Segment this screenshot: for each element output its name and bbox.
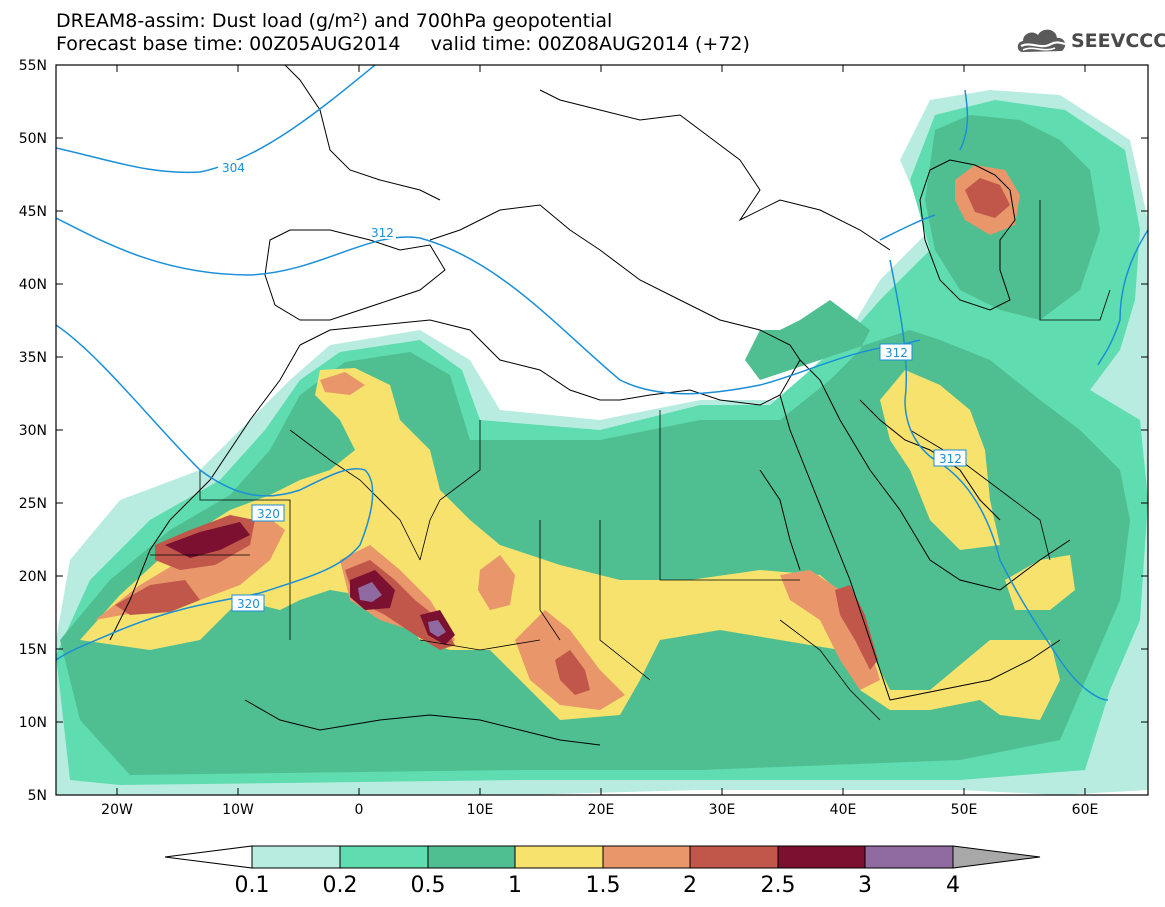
contour-label-312b: 312 xyxy=(885,346,908,360)
dust-level-2-redsea xyxy=(835,585,878,670)
colorbar-label: 1 xyxy=(508,873,522,898)
colorbar-label: 2.5 xyxy=(761,873,796,898)
logo-text: SEEVCCC xyxy=(1071,30,1165,52)
contour-label-312c: 312 xyxy=(939,452,962,466)
colorbar-cell xyxy=(864,845,954,869)
lat-tick-label: 30N xyxy=(19,423,47,439)
colorbar-label: 1.5 xyxy=(586,873,621,898)
dust-level-2-west xyxy=(115,580,200,615)
contour-label-320b: 320 xyxy=(237,597,260,611)
colorbar-cell-below xyxy=(164,845,253,869)
latitude-axis: 55N 50N 45N 40N 35N 30N 25N 20N 15N 10N … xyxy=(19,58,1148,804)
lat-tick-label: 25N xyxy=(19,496,47,512)
dust-level-3-niger xyxy=(428,620,446,637)
lon-tick-label: 10W xyxy=(222,802,254,818)
lat-tick-label: 50N xyxy=(19,131,47,147)
lon-tick-label: 30E xyxy=(709,802,736,818)
colorbar-label: 2 xyxy=(683,873,697,898)
geopotential-contours xyxy=(56,65,1148,701)
map-plot-area xyxy=(56,65,1148,795)
dust-level-1-5-redsea xyxy=(780,570,880,690)
colorbar-cell-above xyxy=(952,845,1041,869)
colorbar-cell xyxy=(251,845,341,869)
lat-tick-label: 5N xyxy=(28,788,47,804)
lat-tick-label: 15N xyxy=(19,642,47,658)
longitude-axis: 20W 10W 0 10E 20E 30E 40E 50E 60E xyxy=(101,65,1098,818)
colorbar-cell xyxy=(514,845,604,869)
lon-tick-label: 60E xyxy=(1072,802,1099,818)
dust-level-1-oman xyxy=(1005,555,1075,610)
lon-tick-label: 40E xyxy=(830,802,857,818)
colorbar-cell xyxy=(689,845,779,869)
dust-level-2-5 xyxy=(165,522,250,558)
lon-tick-label: 0 xyxy=(355,802,364,818)
lat-tick-label: 35N xyxy=(19,350,47,366)
lat-tick-label: 10N xyxy=(19,715,47,731)
dust-level-3 xyxy=(358,582,382,602)
contour-label-312: 312 xyxy=(371,226,394,240)
contour-label-320: 320 xyxy=(257,507,280,521)
colorbar-label: 3 xyxy=(858,873,872,898)
lat-tick-label: 40N xyxy=(19,277,47,293)
lon-tick-label: 20W xyxy=(101,802,133,818)
coastlines xyxy=(109,65,1071,746)
dust-level-2-chad xyxy=(555,650,590,695)
colorbar-cell xyxy=(602,845,691,869)
colorbar xyxy=(164,845,1041,869)
dust-level-2-caspian xyxy=(965,178,1010,218)
seevccc-logo: SEEVCCC xyxy=(1015,24,1165,60)
colorbar-label: 0.1 xyxy=(235,873,270,898)
dust-level-1 xyxy=(80,368,1060,720)
contour-label-304: 304 xyxy=(222,161,245,175)
lon-tick-label: 50E xyxy=(951,802,978,818)
lat-tick-label: 55N xyxy=(19,58,47,74)
country-borders xyxy=(150,200,1111,721)
lat-tick-label: 45N xyxy=(19,204,47,220)
colorbar-label: 0.2 xyxy=(323,873,358,898)
lon-tick-label: 10E xyxy=(467,802,494,818)
colorbar-cell xyxy=(339,845,429,869)
colorbar-cell xyxy=(777,845,866,869)
forecast-time-subtitle: Forecast base time: 00Z05AUG2014 valid t… xyxy=(56,33,750,55)
map-title: DREAM8-assim: Dust load (g/m²) and 700hP… xyxy=(56,10,613,32)
lat-tick-label: 20N xyxy=(19,569,47,585)
colorbar-labels: 0.1 0.2 0.5 1 1.5 2 2.5 3 4 xyxy=(235,873,961,898)
cloud-logo-icon xyxy=(1017,29,1066,52)
colorbar-label: 4 xyxy=(946,873,960,898)
dust-level-1-5-morocco xyxy=(320,372,365,395)
contour-labels: 304 312 320 320 312 312 xyxy=(218,160,967,612)
colorbar-label: 0.5 xyxy=(411,873,446,898)
dust-level-1-5-niger xyxy=(478,555,515,610)
colorbar-cell xyxy=(427,845,516,869)
lon-tick-label: 20E xyxy=(588,802,615,818)
